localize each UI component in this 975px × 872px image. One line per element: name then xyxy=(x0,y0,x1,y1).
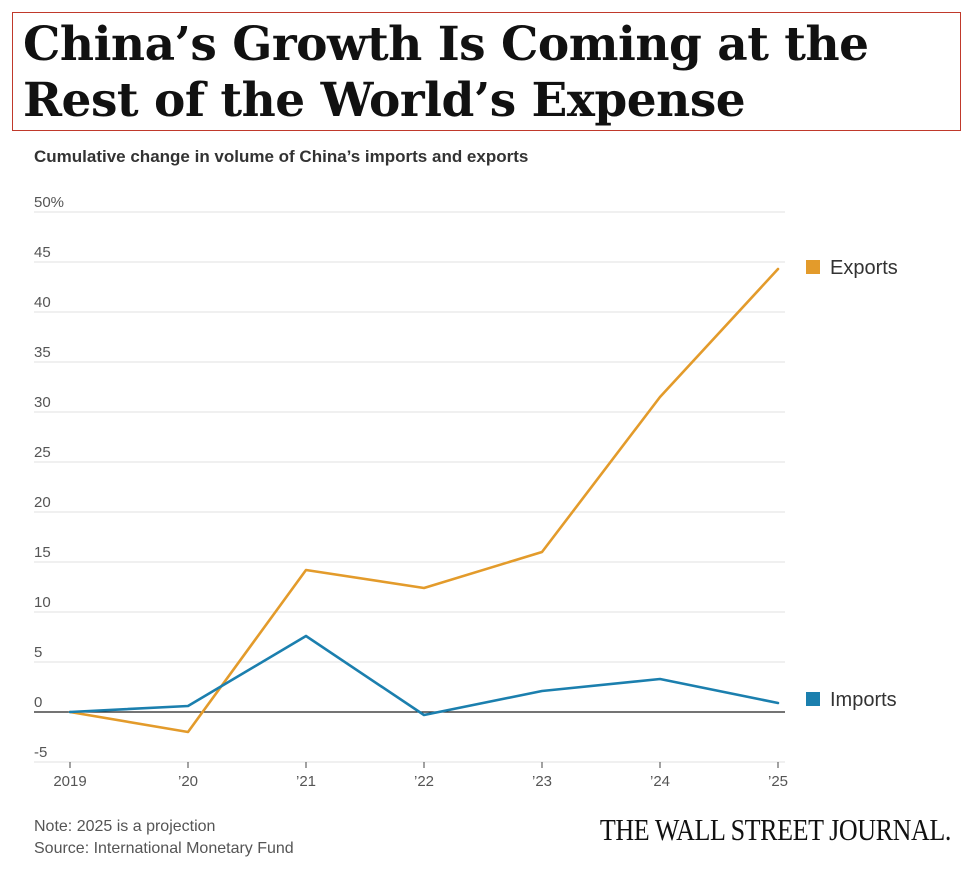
y-tick-label: 40 xyxy=(34,294,51,311)
y-tick-label: -5 xyxy=(34,744,47,761)
gridlines xyxy=(34,211,785,763)
y-tick-label: 30 xyxy=(34,394,51,411)
imports-legend-label: Imports xyxy=(830,689,897,711)
wsj-logo: THE WALL STREET JOURNAL. xyxy=(599,812,952,847)
headline-box: China’s Growth Is Coming at the Rest of … xyxy=(12,12,961,131)
exports-legend-label: Exports xyxy=(830,257,898,279)
x-tick-label: ’22 xyxy=(414,773,434,790)
imports-legend-swatch xyxy=(806,692,820,706)
y-tick-label: 35 xyxy=(34,344,51,361)
series-lines xyxy=(68,267,780,734)
exports-line xyxy=(68,267,780,734)
chart-title: Cumulative change in volume of China’s i… xyxy=(34,147,529,166)
y-tick-label: 0 xyxy=(34,694,42,711)
note-text: Note: 2025 is a projection xyxy=(34,818,216,835)
x-tick-label: ’21 xyxy=(296,773,316,790)
chart-notes: Note: 2025 is a projection Source: Inter… xyxy=(34,816,294,860)
y-axis-ticks: 50% 45 40 35 30 25 20 15 10 5 0 -5 xyxy=(34,194,64,761)
x-axis-ticks: 2019 ’20 ’21 ’22 ’23 ’24 ’25 xyxy=(53,762,788,790)
x-tick-label: ’24 xyxy=(650,773,670,790)
y-tick-label: 15 xyxy=(34,544,51,561)
legend: Exports Imports xyxy=(806,257,898,711)
headline: China’s Growth Is Coming at the Rest of … xyxy=(23,17,869,128)
x-tick-label: ’20 xyxy=(178,773,198,790)
exports-legend-swatch xyxy=(806,260,820,274)
y-tick-label: 45 xyxy=(34,244,51,261)
x-tick-label: ’23 xyxy=(532,773,552,790)
x-tick-label: ’25 xyxy=(768,773,788,790)
source-text: Source: International Monetary Fund xyxy=(34,840,294,857)
y-tick-label: 50% xyxy=(34,194,64,211)
y-tick-label: 10 xyxy=(34,594,51,611)
line-chart: 50% 45 40 35 30 25 20 15 10 5 0 -5 2019 ’20 ’21 ’22 ’23… xyxy=(34,194,898,790)
imports-line xyxy=(68,634,780,717)
y-tick-label: 20 xyxy=(34,494,51,511)
y-tick-label: 25 xyxy=(34,444,51,461)
x-tick-label: 2019 xyxy=(53,773,86,790)
y-tick-label: 5 xyxy=(34,644,42,661)
